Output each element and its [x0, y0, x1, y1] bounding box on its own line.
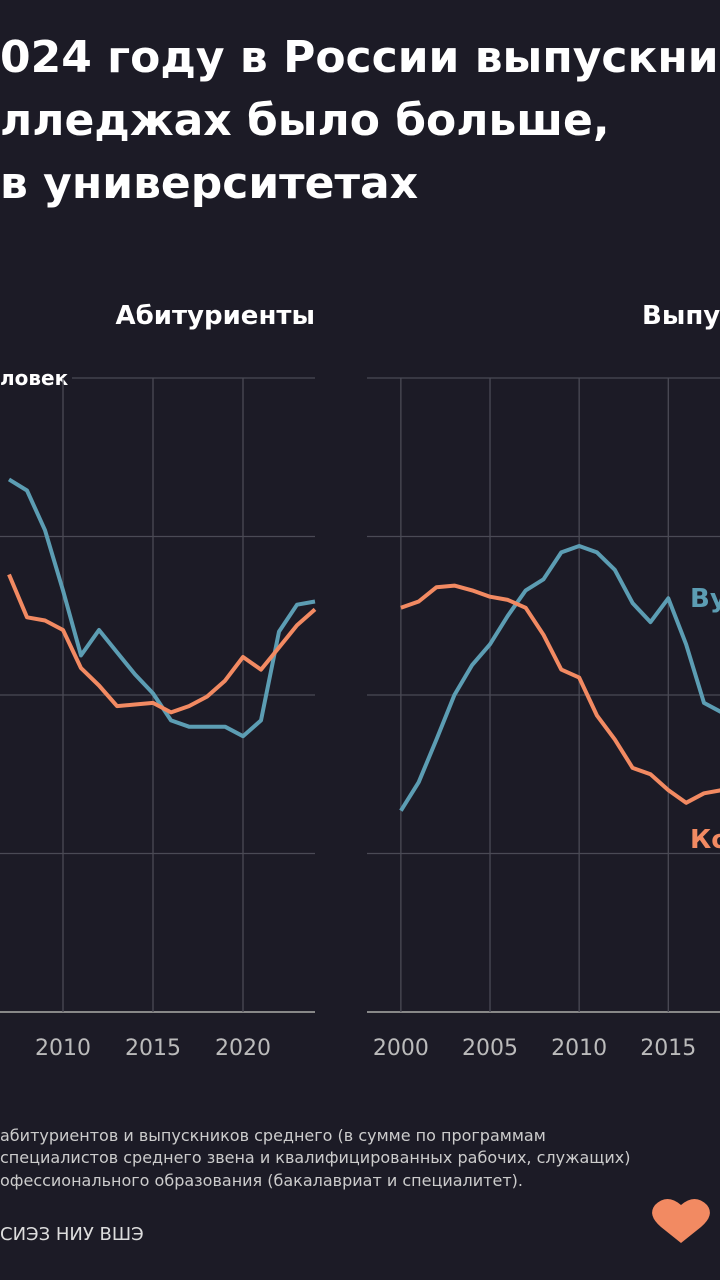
line: [399, 544, 720, 812]
line: [400, 583, 720, 805]
x-tick-label: 2015: [125, 1036, 181, 1061]
chart-title: Выпу: [642, 301, 720, 331]
x-tick-label: 2020: [215, 1036, 271, 1061]
source: СИЭЗ НИУ ВШЭ: [0, 1224, 144, 1245]
y-axis-label: ловек: [0, 366, 69, 390]
footnote: абитуриентов и выпускников среднего (в с…: [0, 1126, 546, 1145]
chart-title: Абитуриенты: [115, 301, 315, 331]
series-label: Ко: [690, 825, 720, 855]
x-tick-label: 2000: [373, 1036, 429, 1061]
x-tick-label: 2005: [462, 1036, 518, 1061]
logo: [652, 1199, 710, 1243]
x-tick-label: 2010: [551, 1036, 607, 1061]
line: [7, 573, 317, 715]
x-tick-label: 2005: [0, 1036, 1, 1061]
x-tick-label: 2015: [640, 1036, 696, 1061]
series-label: Ву: [690, 584, 720, 614]
x-tick-label: 2010: [35, 1036, 91, 1061]
footnote: офессионального образования (бакалавриат…: [0, 1171, 523, 1190]
line: [7, 477, 316, 739]
title-line: 024 году в России выпускни: [0, 32, 719, 83]
title-line: лледжах было больше,: [0, 95, 610, 146]
title-line: в университетах: [0, 158, 418, 209]
footnote: специалистов среднего звена и квалифицир…: [0, 1148, 630, 1167]
